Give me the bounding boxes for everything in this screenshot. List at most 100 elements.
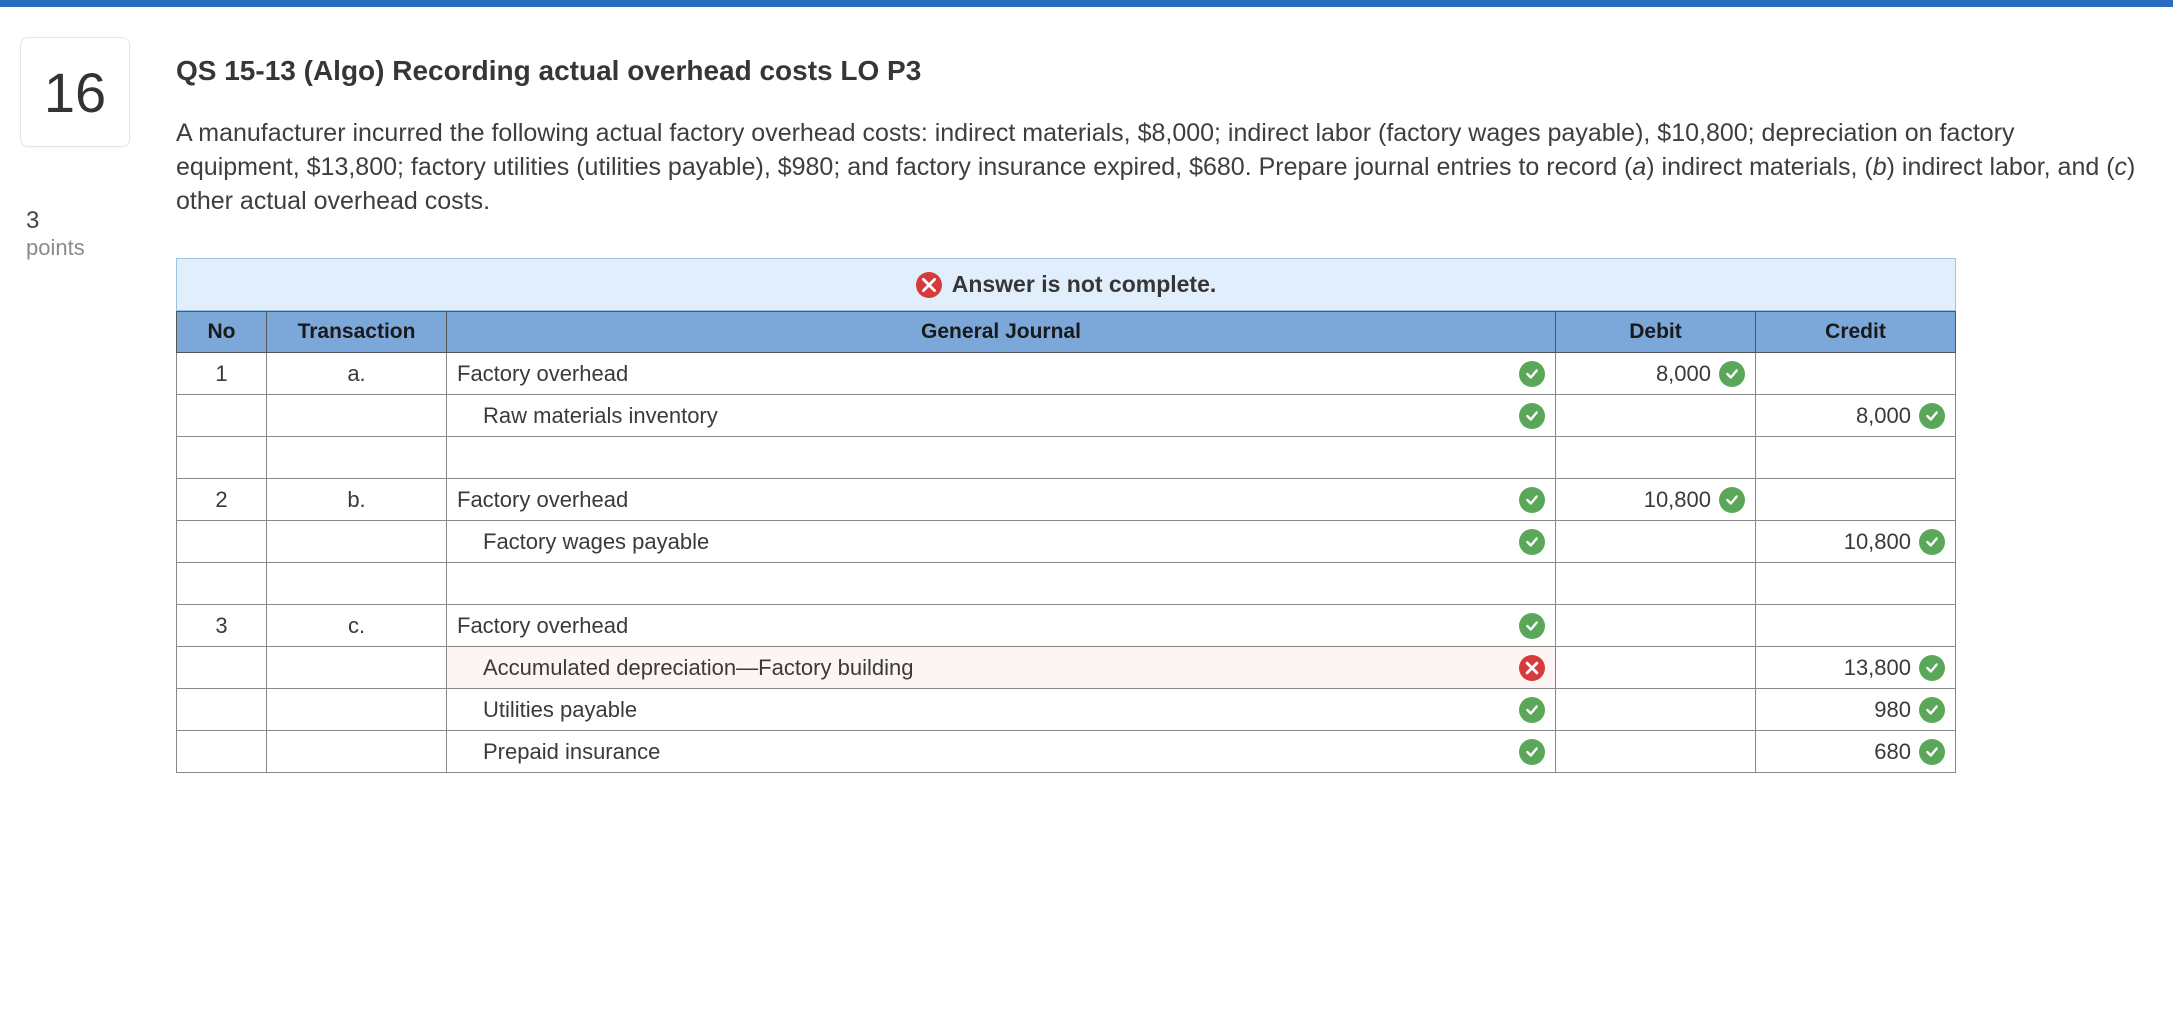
account-text: Factory overhead <box>457 487 628 512</box>
points-area: 3 points <box>20 207 85 261</box>
check-icon <box>1919 697 1945 723</box>
cell-account[interactable]: Factory overhead <box>447 353 1556 395</box>
cell-credit[interactable] <box>1756 605 1956 647</box>
cell-account[interactable]: Factory overhead <box>447 479 1556 521</box>
cell-transaction <box>267 521 447 563</box>
cell-empty <box>177 437 267 479</box>
cell-transaction: c. <box>267 605 447 647</box>
cell-debit[interactable] <box>1556 521 1756 563</box>
table-row: 3c.Factory overhead <box>177 605 1956 647</box>
question-prompt: A manufacturer incurred the following ac… <box>176 117 2136 218</box>
table-row <box>177 563 1956 605</box>
cell-transaction <box>267 647 447 689</box>
cell-no: 3 <box>177 605 267 647</box>
prompt-text-2: ) indirect materials, ( <box>1646 153 1872 181</box>
credit-value: 980 <box>1874 697 1911 722</box>
cell-empty <box>447 563 1556 605</box>
cell-debit[interactable] <box>1556 395 1756 437</box>
col-header-general-journal: General Journal <box>447 312 1556 353</box>
prompt-italic-c: c <box>2115 153 2128 181</box>
cell-no: 1 <box>177 353 267 395</box>
cell-credit[interactable] <box>1756 479 1956 521</box>
cell-credit[interactable] <box>1756 353 1956 395</box>
cell-transaction <box>267 395 447 437</box>
check-icon <box>1519 739 1545 765</box>
x-icon <box>1519 655 1545 681</box>
cell-no <box>177 731 267 773</box>
cell-account[interactable]: Accumulated depreciation—Factory buildin… <box>447 647 1556 689</box>
cell-no <box>177 647 267 689</box>
debit-value: 8,000 <box>1656 361 1711 386</box>
table-row: 1a.Factory overhead 8,000 <box>177 353 1956 395</box>
check-icon <box>1519 529 1545 555</box>
cell-empty <box>447 437 1556 479</box>
debit-value: 10,800 <box>1644 487 1711 512</box>
table-row: Factory wages payable 10,800 <box>177 521 1956 563</box>
cell-debit[interactable]: 8,000 <box>1556 353 1756 395</box>
cell-credit[interactable]: 680 <box>1756 731 1956 773</box>
status-banner: Answer is not complete. <box>176 258 1956 311</box>
cell-account[interactable]: Factory wages payable <box>447 521 1556 563</box>
table-row: Utilities payable 980 <box>177 689 1956 731</box>
cell-transaction: a. <box>267 353 447 395</box>
cell-empty <box>1556 563 1756 605</box>
right-column: QS 15-13 (Algo) Recording actual overhea… <box>176 37 2143 773</box>
cell-debit[interactable] <box>1556 731 1756 773</box>
account-text: Accumulated depreciation—Factory buildin… <box>483 655 913 680</box>
col-header-credit: Credit <box>1756 312 1956 353</box>
credit-value: 10,800 <box>1844 529 1911 554</box>
cell-empty <box>1756 437 1956 479</box>
cell-account[interactable]: Utilities payable <box>447 689 1556 731</box>
check-icon <box>1519 361 1545 387</box>
x-icon <box>916 272 942 298</box>
cell-no <box>177 395 267 437</box>
cell-no <box>177 689 267 731</box>
cell-account[interactable]: Factory overhead <box>447 605 1556 647</box>
account-text: Raw materials inventory <box>483 403 718 428</box>
cell-credit[interactable]: 13,800 <box>1756 647 1956 689</box>
cell-no: 2 <box>177 479 267 521</box>
table-row: 2b. Factory overhead 10,800 <box>177 479 1956 521</box>
account-text: Factory wages payable <box>483 529 709 554</box>
cell-empty <box>267 437 447 479</box>
cell-transaction <box>267 689 447 731</box>
cell-account[interactable]: Prepaid insurance <box>447 731 1556 773</box>
credit-value: 680 <box>1874 739 1911 764</box>
cell-credit[interactable]: 8,000 <box>1756 395 1956 437</box>
check-icon <box>1919 739 1945 765</box>
credit-value: 8,000 <box>1856 403 1911 428</box>
cell-transaction: b. <box>267 479 447 521</box>
cell-transaction <box>267 731 447 773</box>
cell-debit[interactable] <box>1556 689 1756 731</box>
prompt-italic-b: b <box>1873 153 1887 181</box>
cell-empty <box>267 563 447 605</box>
check-icon <box>1519 697 1545 723</box>
check-icon <box>1919 529 1945 555</box>
cell-credit[interactable]: 980 <box>1756 689 1956 731</box>
table-row: Raw materials inventory 8,000 <box>177 395 1956 437</box>
cell-account[interactable]: Raw materials inventory <box>447 395 1556 437</box>
credit-value: 13,800 <box>1844 655 1911 680</box>
table-row: Prepaid insurance 680 <box>177 731 1956 773</box>
question-title: QS 15-13 (Algo) Recording actual overhea… <box>176 55 2143 87</box>
cell-debit[interactable] <box>1556 647 1756 689</box>
journal-body: 1a.Factory overhead8,000Raw materials in… <box>177 353 1956 773</box>
prompt-text-3: ) indirect labor, and ( <box>1887 153 2115 181</box>
banner-text: Answer is not complete. <box>952 271 1217 298</box>
check-icon <box>1519 613 1545 639</box>
col-header-transaction: Transaction <box>267 312 447 353</box>
table-row: Accumulated depreciation—Factory buildin… <box>177 647 1956 689</box>
cell-debit[interactable]: 10,800 <box>1556 479 1756 521</box>
accent-bar <box>0 0 2173 7</box>
cell-empty <box>1556 437 1756 479</box>
check-icon <box>1919 655 1945 681</box>
cell-debit[interactable] <box>1556 605 1756 647</box>
check-icon <box>1519 487 1545 513</box>
left-column: 16 3 points <box>20 37 140 773</box>
account-text: Utilities payable <box>483 697 637 722</box>
question-number: 16 <box>44 60 106 125</box>
cell-credit[interactable]: 10,800 <box>1756 521 1956 563</box>
prompt-italic-a: a <box>1632 153 1646 181</box>
check-icon <box>1519 403 1545 429</box>
check-icon <box>1719 361 1745 387</box>
